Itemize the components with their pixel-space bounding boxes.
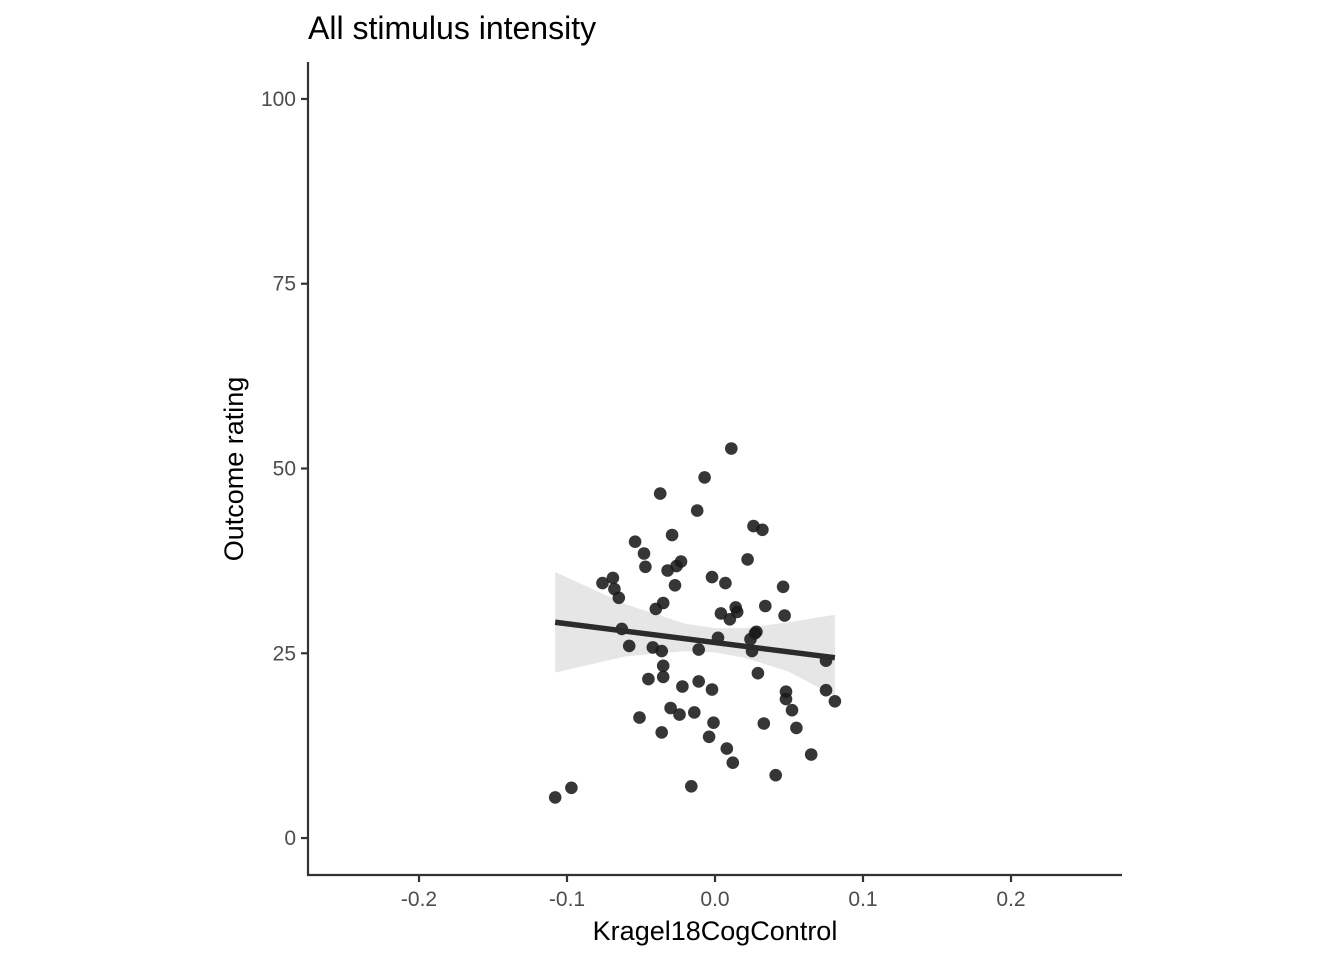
- data-point: [622, 639, 636, 653]
- y-tick-label: 100: [261, 88, 296, 111]
- x-tick-label: 0.0: [700, 888, 729, 911]
- y-axis-label: Outcome rating: [219, 377, 249, 562]
- y-axis-ticks: 0 25 50 75 100: [261, 88, 308, 850]
- y-tick-label: 75: [273, 273, 296, 296]
- data-point: [692, 643, 705, 656]
- data-point: [719, 576, 732, 590]
- data-point: [655, 644, 668, 658]
- data-point: [751, 666, 765, 680]
- data-point: [785, 703, 799, 717]
- data-point: [790, 721, 803, 735]
- data-point: [612, 591, 626, 605]
- data-point: [685, 780, 698, 793]
- x-axis-label: Kragel18CogControl: [593, 916, 838, 946]
- data-point: [757, 717, 771, 730]
- data-point: [674, 555, 688, 568]
- data-point: [664, 701, 677, 715]
- y-tick-label: 50: [273, 458, 296, 481]
- data-point: [778, 609, 791, 622]
- data-point: [606, 571, 620, 585]
- x-tick-label: 0.1: [848, 888, 877, 911]
- data-point: [673, 708, 686, 721]
- data-point: [642, 672, 655, 686]
- data-point: [759, 599, 772, 613]
- data-point: [776, 580, 790, 594]
- data-point: [637, 547, 651, 560]
- x-axis-ticks: -0.2 -0.1 0.0 0.1 0.2: [401, 875, 1026, 911]
- regression-line: [554, 619, 836, 661]
- x-tick-label: -0.1: [549, 888, 585, 911]
- data-point: [705, 683, 719, 696]
- data-point: [688, 706, 701, 719]
- data-point: [779, 692, 793, 706]
- data-point: [702, 730, 716, 744]
- data-point: [665, 528, 679, 542]
- data-point: [698, 471, 711, 484]
- data-point: [769, 768, 782, 782]
- x-tick-label: -0.2: [401, 888, 437, 911]
- data-point: [596, 576, 609, 590]
- data-point: [804, 748, 818, 761]
- chart-title: All stimulus intensity: [308, 10, 596, 46]
- y-tick-label: 0: [284, 827, 296, 850]
- data-point: [639, 560, 652, 574]
- data-point: [828, 695, 842, 708]
- data-point: [725, 442, 738, 455]
- data-point: [565, 781, 578, 795]
- data-point: [690, 504, 704, 517]
- data-point: [692, 675, 705, 688]
- data-point: [756, 523, 769, 537]
- data-point: [548, 791, 562, 804]
- data-point: [707, 716, 720, 729]
- data-point: [730, 605, 744, 619]
- plot-panel: [548, 442, 842, 804]
- data-point: [633, 711, 646, 724]
- data-point: [656, 670, 670, 684]
- data-point: [741, 553, 754, 566]
- data-points: [548, 442, 842, 804]
- data-point: [628, 535, 642, 548]
- confidence-band: [555, 572, 835, 697]
- data-point: [655, 726, 668, 739]
- data-point: [720, 742, 734, 755]
- y-tick-label: 25: [273, 642, 296, 665]
- data-point: [705, 570, 719, 584]
- data-point: [668, 579, 682, 592]
- data-point: [726, 756, 740, 769]
- data-point: [653, 487, 667, 500]
- data-point: [656, 596, 670, 610]
- data-point: [676, 680, 689, 693]
- data-point: [750, 625, 763, 639]
- data-point: [714, 607, 728, 620]
- data-point: [819, 683, 833, 697]
- x-tick-label: 0.2: [996, 888, 1025, 911]
- data-point: [656, 659, 670, 673]
